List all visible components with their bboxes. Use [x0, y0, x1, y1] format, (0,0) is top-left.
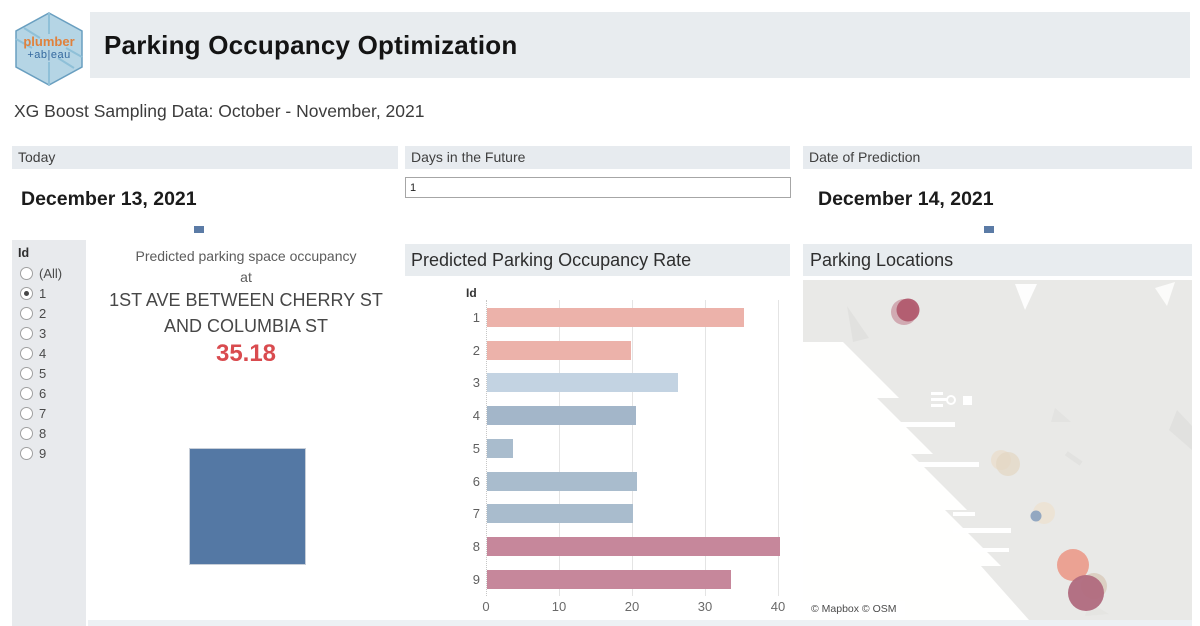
parking-points-layer — [891, 298, 1107, 611]
id-radio-9[interactable]: 9 — [12, 443, 86, 463]
prediction-date-mark[interactable] — [984, 226, 994, 233]
gridline — [486, 300, 487, 596]
parking-location-point-7[interactable] — [1057, 549, 1089, 581]
id-radio-1[interactable]: 1 — [12, 283, 86, 303]
x-tick-0: 0 — [482, 599, 490, 614]
radio-label: (All) — [39, 265, 63, 281]
radio-button-icon[interactable] — [20, 446, 33, 460]
radio-button-icon[interactable] — [20, 326, 33, 340]
radio-button-icon[interactable] — [20, 366, 33, 380]
x-tick-10: 10 — [551, 599, 567, 614]
id-radio-all[interactable]: (All) — [12, 263, 86, 283]
radio-label: 5 — [39, 365, 47, 381]
radio-button-icon[interactable] — [20, 426, 33, 440]
today-date-value: December 13, 2021 — [21, 188, 197, 210]
map-attribution[interactable]: © Mapbox © OSM — [803, 601, 905, 617]
parking-map[interactable]: © Mapbox © OSM — [803, 280, 1192, 620]
radio-label: 6 — [39, 385, 47, 401]
bar-category-label-4: 4 — [472, 408, 480, 424]
radio-button-icon[interactable] — [20, 286, 33, 300]
id-radio-4[interactable]: 4 — [12, 343, 86, 363]
today-header: Today — [12, 146, 398, 169]
hexagon-logo-icon — [15, 12, 83, 86]
radio-button-icon[interactable] — [20, 346, 33, 360]
radio-label: 7 — [39, 405, 47, 421]
id-filter-panel: Id (All) 1 2 3 4 5 6 7 8 9 — [12, 240, 86, 626]
radio-button-icon[interactable] — [20, 266, 33, 280]
predicted-value: 35.18 — [215, 340, 277, 367]
parking-location-point-9[interactable] — [1068, 575, 1104, 611]
id-radio-6[interactable]: 6 — [12, 383, 86, 403]
occupancy-square-mark[interactable] — [189, 448, 306, 565]
bar-category-label-8: 8 — [472, 538, 480, 554]
x-tick-30: 30 — [697, 599, 713, 614]
bar-category-label-5: 5 — [472, 440, 480, 456]
map-base-layer — [803, 282, 1192, 620]
page-title: Parking Occupancy Optimization — [104, 30, 518, 60]
bar-category-label-3: 3 — [472, 375, 480, 391]
gridline — [632, 300, 633, 596]
radio-label: 4 — [39, 345, 47, 361]
parking-location-point-6[interactable] — [1030, 510, 1042, 522]
radio-label: 3 — [39, 325, 47, 341]
gridline — [705, 300, 706, 596]
bar-id-3[interactable] — [487, 373, 678, 393]
bar-id-4[interactable] — [487, 406, 636, 426]
bar-id-2[interactable] — [487, 340, 631, 360]
radio-button-icon[interactable] — [20, 406, 33, 420]
bar-id-6[interactable] — [487, 471, 637, 491]
bar-id-8[interactable] — [487, 536, 781, 556]
x-tick-20: 20 — [624, 599, 640, 614]
prediction-text-line1: Predicted parking space occupancy — [135, 248, 357, 264]
parking-location-point-2[interactable] — [896, 298, 920, 322]
bar-category-label-9: 9 — [472, 571, 480, 587]
gridline — [559, 300, 560, 596]
prediction-street-line1: 1ST AVE BETWEEN CHERRY ST — [109, 290, 383, 310]
bar-chart-axis-label: Id — [466, 286, 477, 300]
id-radio-8[interactable]: 8 — [12, 423, 86, 443]
radio-label: 2 — [39, 305, 47, 321]
days-in-future-input[interactable] — [405, 177, 791, 198]
id-radio-list: (All) 1 2 3 4 5 6 7 8 9 — [12, 263, 86, 463]
radio-label: 9 — [39, 445, 47, 461]
bar-category-label-6: 6 — [472, 473, 480, 489]
bar-id-7[interactable] — [487, 504, 633, 524]
id-radio-2[interactable]: 2 — [12, 303, 86, 323]
prediction-text-line2: at — [240, 269, 252, 285]
radio-label: 8 — [39, 425, 47, 441]
x-tick-40: 40 — [770, 599, 786, 614]
title-band: Parking Occupancy Optimization — [90, 12, 1190, 78]
bar-category-label-2: 2 — [472, 342, 480, 358]
map-water-shapes — [803, 282, 1175, 620]
days-in-future-header: Days in the Future — [405, 146, 790, 169]
bar-id-9[interactable] — [487, 569, 731, 589]
map-land-shapes — [847, 306, 1192, 616]
radio-button-icon[interactable] — [20, 306, 33, 320]
subtitle: XG Boost Sampling Data: October - Novemb… — [14, 101, 425, 121]
bar-category-label-7: 7 — [472, 506, 480, 522]
date-of-prediction-header: Date of Prediction — [803, 146, 1192, 169]
id-radio-3[interactable]: 3 — [12, 323, 86, 343]
bar-id-5[interactable] — [487, 438, 514, 458]
prediction-street-line2: AND COLUMBIA ST — [163, 316, 329, 336]
parking-location-point-4[interactable] — [996, 452, 1020, 476]
id-radio-7[interactable]: 7 — [12, 403, 86, 423]
bar-chart-title: Predicted Parking Occupancy Rate — [405, 244, 790, 276]
bar-chart-plot: 0 10 20 30 40 1 2 3 4 5 6 7 8 9 — [473, 300, 790, 616]
bar-id-1[interactable] — [487, 308, 744, 327]
radio-label: 1 — [39, 285, 47, 301]
map-title: Parking Locations — [803, 244, 1192, 276]
app-logo: plumber +ab|eau — [10, 10, 88, 86]
gridline — [778, 300, 779, 596]
id-radio-5[interactable]: 5 — [12, 363, 86, 383]
prediction-date-value: December 14, 2021 — [818, 188, 994, 210]
bar-category-label-1: 1 — [472, 310, 480, 325]
radio-button-icon[interactable] — [20, 386, 33, 400]
today-date-mark[interactable] — [194, 226, 204, 233]
bottom-strip — [88, 620, 1192, 626]
id-filter-title: Id — [18, 246, 30, 260]
